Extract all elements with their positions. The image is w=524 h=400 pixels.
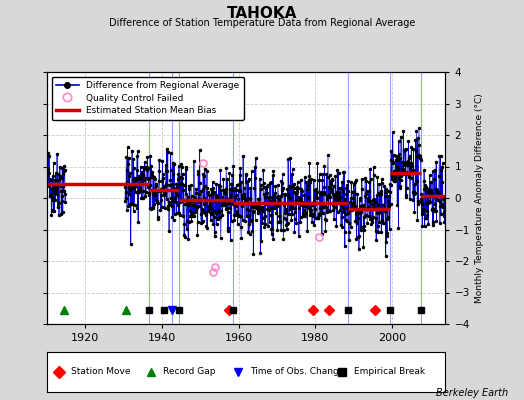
Text: TAHOKA: TAHOKA bbox=[227, 6, 297, 21]
Text: Station Move: Station Move bbox=[71, 368, 130, 376]
Text: Time of Obs. Change: Time of Obs. Change bbox=[250, 368, 345, 376]
Text: Record Gap: Record Gap bbox=[162, 368, 215, 376]
Y-axis label: Monthly Temperature Anomaly Difference (°C): Monthly Temperature Anomaly Difference (… bbox=[475, 93, 484, 303]
Text: Difference of Station Temperature Data from Regional Average: Difference of Station Temperature Data f… bbox=[109, 18, 415, 28]
Legend: Difference from Regional Average, Quality Control Failed, Estimated Station Mean: Difference from Regional Average, Qualit… bbox=[52, 76, 244, 120]
Text: Berkeley Earth: Berkeley Earth bbox=[436, 388, 508, 398]
Text: Empirical Break: Empirical Break bbox=[354, 368, 425, 376]
